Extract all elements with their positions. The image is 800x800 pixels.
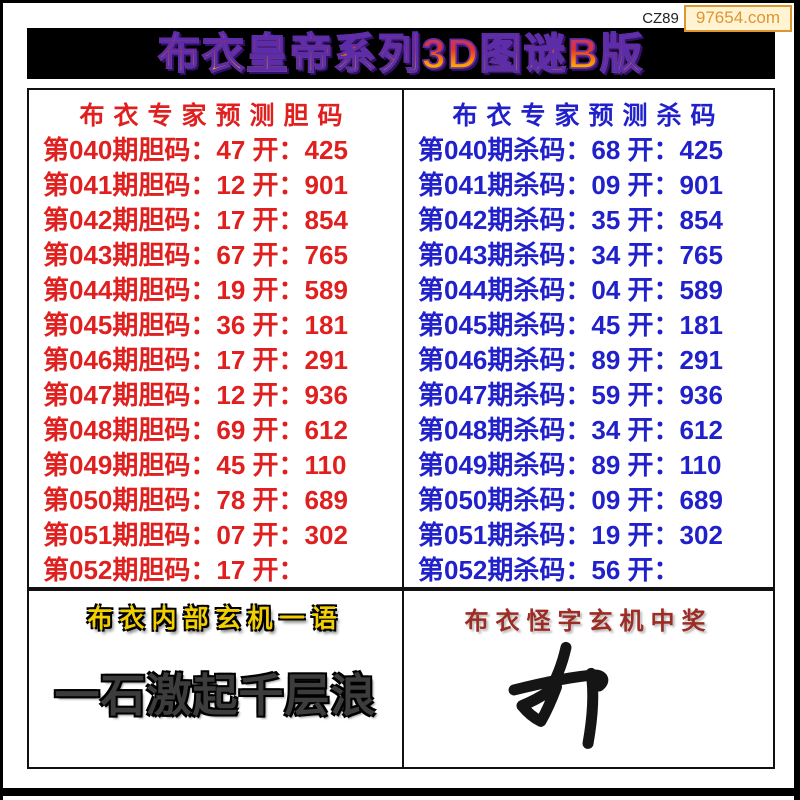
prediction-row: 第052期胆码：17 开： xyxy=(43,554,305,585)
strange-char-panel: 布衣怪字玄机中奖 xyxy=(404,591,773,767)
prediction-row: 第040期杀码：68 开：425 xyxy=(418,134,723,165)
page-title: 布衣皇帝系列3D图谜B版 xyxy=(157,29,645,77)
watermark-prefix: CZ89 xyxy=(642,10,679,27)
title-bar: 布衣皇帝系列3D图谜B版 xyxy=(27,28,775,79)
prediction-tables: 布衣专家预测胆码 第040期胆码：47 开：425 第041期胆码：12 开：90… xyxy=(27,88,775,589)
prediction-row: 第044期胆码：19 开：589 xyxy=(43,274,348,305)
prediction-row: 第049期杀码：89 开：110 xyxy=(418,449,722,480)
watermark: CZ89 97654.com xyxy=(642,5,792,32)
prediction-row: 第047期胆码：12 开：936 xyxy=(43,379,348,410)
sha-code-rows: 第040期杀码：68 开：425 第041期杀码：09 开：901 第042期杀码：… xyxy=(404,132,773,587)
prediction-row: 第046期杀码：89 开：291 xyxy=(418,344,723,375)
prediction-row: 第051期胆码：07 开：302 xyxy=(43,519,348,550)
handwritten-mystery-glyph xyxy=(476,638,656,761)
prediction-row: 第048期胆码：69 开：612 xyxy=(43,414,348,445)
prediction-row: 第045期胆码：36 开：181 xyxy=(43,309,348,340)
inner-mystery-panel: 布衣内部玄机一语 一石激起千层浪 xyxy=(29,591,404,767)
prediction-row: 第044期杀码：04 开：589 xyxy=(418,274,723,305)
prediction-row: 第042期杀码：35 开：854 xyxy=(418,204,723,235)
sha-code-panel: 布衣专家预测杀码 第040期杀码：68 开：425 第041期杀码：09 开：90… xyxy=(404,90,773,587)
prediction-row: 第043期胆码：67 开：765 xyxy=(43,239,348,270)
prediction-row: 第049期胆码：45 开：110 xyxy=(43,449,347,480)
prediction-row: 第045期杀码：45 开：181 xyxy=(418,309,723,340)
prediction-row: 第043期杀码：34 开：765 xyxy=(418,239,723,270)
prediction-row: 第050期胆码：78 开：689 xyxy=(43,484,348,515)
prediction-row: 第040期胆码：47 开：425 xyxy=(43,134,348,165)
dan-code-panel: 布衣专家预测胆码 第040期胆码：47 开：425 第041期胆码：12 开：90… xyxy=(29,90,404,587)
inner-mystery-header: 布衣内部玄机一语 xyxy=(87,605,344,633)
dan-code-rows: 第040期胆码：47 开：425 第041期胆码：12 开：901 第042期胆码：… xyxy=(29,132,402,587)
prediction-row: 第041期杀码：09 开：901 xyxy=(418,169,723,200)
sha-code-header: 布衣专家预测杀码 xyxy=(452,102,725,130)
prediction-row: 第047期杀码：59 开：936 xyxy=(418,379,723,410)
prediction-row: 第048期杀码：34 开：612 xyxy=(418,414,723,445)
strange-char-header: 布衣怪字玄机中奖 xyxy=(464,608,713,635)
bottom-border-bar xyxy=(0,788,800,796)
mystery-phrase: 一石激起千层浪 xyxy=(54,670,377,721)
prediction-row: 第051期杀码：19 开：302 xyxy=(418,519,723,550)
prediction-row: 第052期杀码：56 开： xyxy=(418,554,680,585)
prediction-row: 第050期杀码：09 开：689 xyxy=(418,484,723,515)
prediction-row: 第042期胆码：17 开：854 xyxy=(43,204,348,235)
dan-code-header: 布衣专家预测胆码 xyxy=(79,102,352,130)
watermark-site-badge: 97654.com xyxy=(683,5,792,32)
prediction-row: 第041期胆码：12 开：901 xyxy=(43,169,348,200)
prediction-row: 第046期胆码：17 开：291 xyxy=(43,344,348,375)
mystery-section: 布衣内部玄机一语 一石激起千层浪 布衣怪字玄机中奖 xyxy=(27,589,775,769)
